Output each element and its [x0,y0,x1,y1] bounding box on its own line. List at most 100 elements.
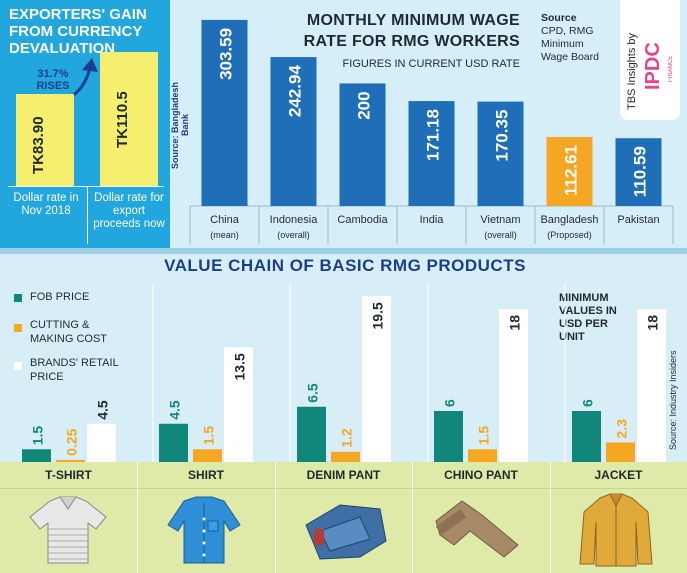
brand-badge: TBS Insights by IPDC FINANCE [620,0,680,120]
legend-retail-1: BRANDS' RETAIL [30,357,119,369]
rise-label: RISES [36,80,70,92]
vc-bar-jacket [606,442,635,462]
product-sep [412,462,413,573]
vc-bar-denim-pant [362,296,391,462]
wage-category-label: India [420,214,445,226]
wage-bar-vietnam [477,101,524,206]
jacket-icon [579,493,653,567]
wage-bar-india [408,101,455,206]
chino-pant-icon [435,500,519,558]
wage-bar-chart: 303.59 China (mean) 242.94 Indonesia (overall… [189,19,674,244]
legend-swatch-fob [14,294,22,302]
note-line-2: VALUES IN [559,305,617,317]
legend-swatch-cm [14,324,22,332]
vc-value-label: 6 [580,399,596,407]
note-line-3: USD PER [559,318,608,330]
vc-value-label: 0.25 [64,428,80,455]
wage-bar-bangladesh [546,136,593,206]
vc-value-label: 6 [442,399,458,407]
dollar-rate-nov-value: TK83.90 [30,116,47,174]
product-label-chino: CHINO PANT [444,468,518,482]
shirt-icon [167,496,241,564]
rise-percent: 31.7% [37,68,69,80]
wage-category-label: Indonesia [270,214,319,226]
wage-chart-subtitle: FIGURES IN CURRENT USD RATE [342,58,520,70]
legend-retail-2: PRICE [30,371,64,383]
wage-value-label: 303.59 [217,28,236,80]
wage-category-note: (overall) [484,230,517,240]
vc-bar-shirt [224,347,253,462]
section-divider [0,248,687,254]
wage-value-label: 110.59 [631,146,650,197]
vc-value-label: 6.5 [305,383,321,403]
vc-value-label: 4.5 [95,400,111,420]
product-label-denim: DENIM PANT [306,468,381,482]
wage-bar-china [201,19,248,206]
wage-bar-cambodia [339,83,386,206]
vc-bar-chino-pant [434,411,463,462]
dollar-rate-now-caption: Dollar rate for export proceeds now [93,192,165,230]
currency-panel-title: EXPORTERS' GAIN FROM CURRENCY DEVALUATIO… [9,6,147,57]
value-chain-title: VALUE CHAIN OF BASIC RMG PRODUCTS [164,256,526,275]
wage-chart-title: MONTHLY MINIMUM WAGE RATE FOR RMG WORKER… [303,12,520,50]
wage-chart-source: Source CPD, RMG Minimum Wage Board [541,12,613,64]
wage-category-note: (overall) [277,230,310,240]
vc-bar-denim-pant [297,406,326,462]
wage-bar-pakistan [615,138,662,206]
wage-category-label: Pakistan [617,214,659,226]
legend-fob: FOB PRICE [30,291,90,303]
vc-value-label: 19.5 [370,302,386,329]
vc-value-label: 1.5 [476,426,492,446]
wage-value-label: 242.94 [286,65,305,118]
dollar-rate-now-box [100,52,158,186]
wage-value-label: 170.35 [493,110,512,162]
product-sep [137,462,138,573]
wage-category-note: (mean) [210,230,239,240]
vc-value-label: 13.5 [232,353,248,380]
dollar-rate-nov-caption: Dollar rate in Nov 2018 [13,192,79,217]
denim-pant-icon [305,504,387,560]
baseline [8,186,164,187]
legend-cm-2: MAKING COST [30,333,108,345]
vc-bar-jacket [637,309,666,462]
vc-value-label: 18 [645,315,661,331]
product-label-jacket: JACKET [594,468,643,482]
vc-bar-chino-pant [499,309,528,462]
vc-bar-shirt [193,449,222,462]
rise-badge: 31.7% RISES [28,68,78,92]
legend-swatch-retail [14,362,22,370]
value-chain-bar-chart: 1.5 0.25 4.5 4.5 1.5 13.5 6.5 1.2 19.5 6 1.5 18 6 2.3… [22,284,666,462]
wage-category-label: Bangladesh [540,214,598,226]
vc-value-label: 18 [507,315,523,331]
wage-source-heading: Source [541,12,577,24]
product-sep [550,462,551,573]
vc-bar-chino-pant [468,449,497,462]
wage-value-label: 171.18 [424,109,443,161]
wage-category-label: China [210,214,240,226]
vc-bar-shirt [159,423,188,462]
product-label-tshirt: T-SHIRT [45,468,92,482]
vc-value-label: 4.5 [167,400,183,420]
vc-bar-t-shirt [87,423,116,462]
product-label-shirt: SHIRT [188,468,224,482]
product-sep [275,462,276,573]
legend-cm-1: CUTTING & [30,319,90,331]
vc-value-label: 1.5 [201,426,217,446]
wage-bar-indonesia [270,57,317,207]
product-row-line [0,488,687,489]
wage-category-label: Vietnam [480,214,520,226]
dollar-rate-nov-box [16,94,74,186]
vc-bar-denim-pant [331,451,360,462]
vc-bar-t-shirt [56,459,85,462]
wage-value-label: 112.61 [562,145,581,196]
vc-value-label: 2.3 [614,419,630,439]
wage-source-body: CPD, RMG Minimum Wage Board [541,25,599,63]
wage-category-note: (Proposed) [547,230,592,240]
wage-category-label: Cambodia [337,214,388,226]
polo-shirt-icon [29,496,107,564]
vc-value-label: 1.2 [339,428,355,448]
vc-bar-jacket [572,411,601,462]
wage-value-label: 200 [355,91,374,119]
vc-value-label: 1.5 [30,426,46,446]
note-line-1: MINIMUM [559,292,609,304]
